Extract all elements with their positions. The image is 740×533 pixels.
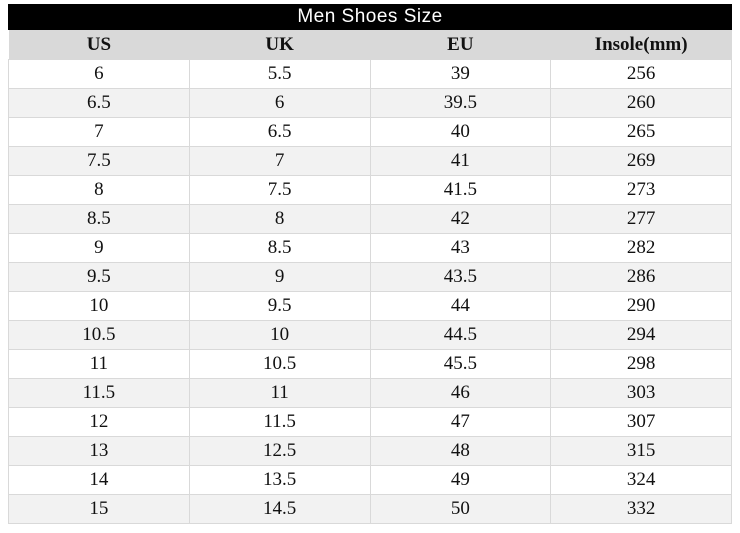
table-cell: 14.5 (188, 494, 371, 524)
table-cell: 7 (188, 146, 371, 176)
table-cell: 324 (550, 465, 732, 495)
table-row: 11.5 11 46 303 (8, 378, 732, 408)
table-cell: 8 (188, 204, 371, 234)
table-cell: 294 (550, 320, 732, 350)
column-header-eu: EU (370, 30, 551, 60)
table-cell: 9.5 (8, 262, 190, 292)
table-cell: 44.5 (369, 320, 552, 350)
table-cell: 12 (8, 407, 190, 437)
table-cell: 298 (550, 349, 732, 379)
table-cell: 303 (550, 378, 732, 408)
table-cell: 10.5 (8, 320, 190, 350)
table-row: 9.5 9 43.5 286 (8, 262, 732, 292)
table-cell: 315 (550, 436, 732, 466)
table-cell: 277 (550, 204, 732, 234)
table-cell: 40 (369, 117, 552, 147)
table-cell: 265 (550, 117, 732, 147)
table-cell: 9 (8, 233, 190, 263)
table-cell: 39 (369, 59, 552, 89)
table-cell: 12.5 (188, 436, 371, 466)
column-header-uk: UK (189, 30, 370, 60)
table-row: 7.5 7 41 269 (8, 146, 732, 176)
table-cell: 45.5 (369, 349, 552, 379)
table-cell: 13 (8, 436, 190, 466)
table-cell: 260 (550, 88, 732, 118)
table-cell: 290 (550, 291, 732, 321)
table-row: 6 5.5 39 256 (8, 59, 732, 89)
table-cell: 6 (188, 88, 371, 118)
table-row: 8 7.5 41.5 273 (8, 175, 732, 205)
table-row: 9 8.5 43 282 (8, 233, 732, 263)
size-table: US UK EU Insole(mm) 6 5.5 39 256 6.5 6 39.5 260 7 6.… (8, 30, 732, 524)
header-row: US UK EU Insole(mm) (8, 30, 732, 60)
table-cell: 39.5 (369, 88, 552, 118)
table-cell: 13.5 (188, 465, 371, 495)
table-cell: 8 (8, 175, 190, 205)
table-cell: 282 (550, 233, 732, 263)
table-cell: 11.5 (188, 407, 371, 437)
table-cell: 41.5 (369, 175, 552, 205)
table-cell: 11 (188, 378, 371, 408)
table-row: 15 14.5 50 332 (8, 494, 732, 524)
table-row: 14 13.5 49 324 (8, 465, 732, 495)
table-cell: 6 (8, 59, 190, 89)
table-cell: 14 (8, 465, 190, 495)
table-row: 11 10.5 45.5 298 (8, 349, 732, 379)
table-cell: 256 (550, 59, 732, 89)
size-table-body: 6 5.5 39 256 6.5 6 39.5 260 7 6.5 40 265 7.5 7 41 269 8 7… (8, 59, 732, 524)
table-cell: 43 (369, 233, 552, 263)
table-cell: 10 (188, 320, 371, 350)
size-table-header: US UK EU Insole(mm) (8, 30, 732, 60)
column-header-insole-mm: Insole(mm) (550, 30, 732, 60)
table-row: 8.5 8 42 277 (8, 204, 732, 234)
table-cell: 286 (550, 262, 732, 292)
column-header-us: US (8, 30, 190, 60)
table-cell: 11 (8, 349, 190, 379)
table-cell: 46 (369, 378, 552, 408)
table-cell: 307 (550, 407, 732, 437)
table-cell: 9.5 (188, 291, 371, 321)
table-cell: 47 (369, 407, 552, 437)
table-cell: 10 (8, 291, 190, 321)
table-cell: 48 (369, 436, 552, 466)
table-cell: 41 (369, 146, 552, 176)
table-cell: 15 (8, 494, 190, 524)
table-row: 13 12.5 48 315 (8, 436, 732, 466)
table-cell: 269 (550, 146, 732, 176)
table-row: 10.5 10 44.5 294 (8, 320, 732, 350)
table-cell: 42 (369, 204, 552, 234)
table-row: 10 9.5 44 290 (8, 291, 732, 321)
table-cell: 332 (550, 494, 732, 524)
table-cell: 7.5 (188, 175, 371, 205)
table-cell: 44 (369, 291, 552, 321)
table-row: 7 6.5 40 265 (8, 117, 732, 147)
table-cell: 8.5 (188, 233, 371, 263)
table-cell: 273 (550, 175, 732, 205)
table-cell: 6.5 (8, 88, 190, 118)
table-cell: 49 (369, 465, 552, 495)
table-cell: 43.5 (369, 262, 552, 292)
table-cell: 8.5 (8, 204, 190, 234)
table-row: 6.5 6 39.5 260 (8, 88, 732, 118)
table-cell: 6.5 (188, 117, 371, 147)
table-title: Men Shoes Size (8, 4, 732, 30)
table-cell: 11.5 (8, 378, 190, 408)
table-cell: 7.5 (8, 146, 190, 176)
table-cell: 10.5 (188, 349, 371, 379)
table-cell: 7 (8, 117, 190, 147)
table-cell: 5.5 (188, 59, 371, 89)
table-cell: 9 (188, 262, 371, 292)
table-row: 12 11.5 47 307 (8, 407, 732, 437)
table-cell: 50 (369, 494, 552, 524)
